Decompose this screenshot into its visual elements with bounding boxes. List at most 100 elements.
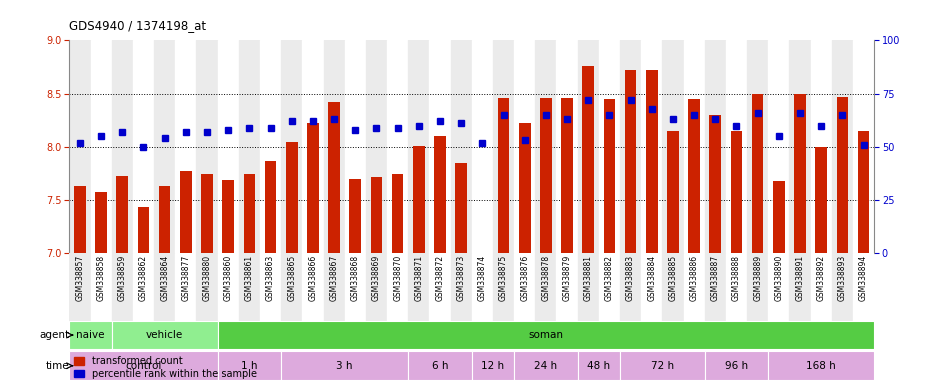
Bar (112, 321, 217, 349)
Bar (117, 175, 129, 253)
Text: GSM338875: GSM338875 (499, 255, 508, 301)
Text: GSM338888: GSM338888 (732, 255, 741, 301)
Text: GSM338885: GSM338885 (669, 255, 677, 301)
Bar (795, 94, 806, 253)
Text: GSM338892: GSM338892 (817, 255, 826, 301)
Bar (138, 207, 149, 253)
Bar (514, 40, 536, 253)
Bar (265, 161, 277, 253)
Text: GSM338869: GSM338869 (372, 255, 381, 301)
Bar (450, 253, 472, 321)
Text: GSM338857: GSM338857 (76, 255, 84, 301)
Bar (514, 351, 577, 380)
Bar (69, 351, 217, 380)
Bar (688, 99, 700, 253)
Bar (387, 253, 408, 321)
Bar (536, 253, 557, 321)
Text: agent: agent (39, 330, 69, 340)
Text: GSM338894: GSM338894 (859, 255, 868, 301)
Bar (557, 40, 577, 253)
Bar (598, 253, 620, 321)
Bar (472, 40, 493, 253)
Bar (133, 40, 154, 253)
Bar (836, 97, 848, 253)
Bar (281, 253, 302, 321)
Text: vehicle: vehicle (146, 330, 183, 340)
Bar (519, 123, 531, 253)
Bar (662, 40, 684, 253)
Bar (154, 253, 175, 321)
Text: naive: naive (76, 330, 105, 340)
Bar (180, 171, 191, 253)
Bar (243, 174, 255, 253)
Bar (91, 40, 112, 253)
Text: GSM338889: GSM338889 (753, 255, 762, 301)
Bar (434, 136, 446, 253)
Bar (747, 253, 769, 321)
Text: GSM338881: GSM338881 (584, 255, 593, 301)
Bar (832, 40, 853, 253)
Bar (583, 66, 594, 253)
Bar (769, 351, 874, 380)
Bar (646, 70, 658, 253)
Text: GSM338860: GSM338860 (224, 255, 233, 301)
Text: 168 h: 168 h (807, 361, 836, 371)
Text: GSM338880: GSM338880 (203, 255, 212, 301)
Text: GSM338886: GSM338886 (690, 255, 698, 301)
Text: GSM338873: GSM338873 (457, 255, 465, 301)
Bar (350, 179, 361, 253)
Bar (684, 40, 705, 253)
Text: GSM338878: GSM338878 (541, 255, 550, 301)
Text: GSM338882: GSM338882 (605, 255, 614, 301)
Bar (392, 174, 403, 253)
Bar (557, 253, 577, 321)
Bar (705, 253, 726, 321)
Bar (307, 123, 319, 253)
Bar (769, 40, 789, 253)
Text: GSM338891: GSM338891 (796, 255, 805, 301)
Text: soman: soman (528, 330, 563, 340)
Bar (709, 115, 722, 253)
Bar (387, 40, 408, 253)
Bar (222, 180, 234, 253)
Text: time: time (45, 361, 69, 371)
Bar (752, 94, 763, 253)
Text: GSM338858: GSM338858 (96, 255, 105, 301)
Bar (281, 40, 302, 253)
Bar (217, 321, 874, 349)
Bar (773, 181, 784, 253)
Bar (789, 40, 810, 253)
Bar (366, 253, 387, 321)
Bar (472, 253, 493, 321)
Bar (413, 146, 425, 253)
Bar (133, 253, 154, 321)
Bar (832, 253, 853, 321)
Bar (747, 40, 769, 253)
Bar (408, 253, 429, 321)
Bar (281, 351, 408, 380)
Text: GSM338877: GSM338877 (181, 255, 191, 301)
Legend: transformed count, percentile rank within the sample: transformed count, percentile rank withi… (74, 356, 257, 379)
Bar (577, 351, 620, 380)
Bar (624, 70, 636, 253)
Bar (217, 40, 239, 253)
Bar (260, 253, 281, 321)
Bar (154, 40, 175, 253)
Bar (345, 253, 366, 321)
Text: 3 h: 3 h (337, 361, 353, 371)
Bar (598, 40, 620, 253)
Bar (705, 40, 726, 253)
Bar (286, 142, 298, 253)
Bar (641, 253, 662, 321)
Text: GSM338868: GSM338868 (351, 255, 360, 301)
Text: GSM338871: GSM338871 (414, 255, 424, 301)
Text: GSM338859: GSM338859 (117, 255, 127, 301)
Bar (196, 253, 217, 321)
Bar (429, 253, 450, 321)
Bar (202, 174, 213, 253)
Text: 12 h: 12 h (481, 361, 504, 371)
Text: GSM338870: GSM338870 (393, 255, 402, 301)
Text: GSM338861: GSM338861 (245, 255, 253, 301)
Bar (536, 40, 557, 253)
Bar (620, 253, 641, 321)
